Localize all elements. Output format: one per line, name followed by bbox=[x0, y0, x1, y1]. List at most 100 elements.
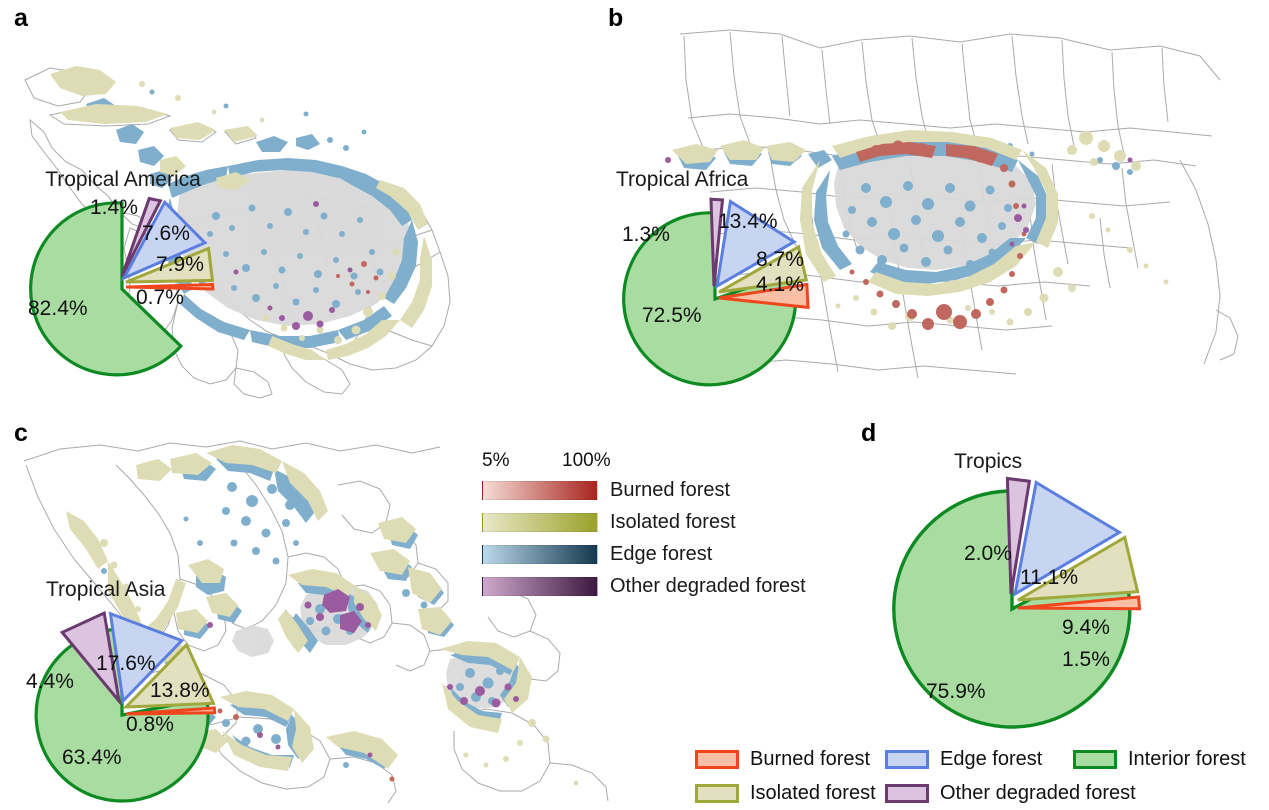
map-tropical-africa bbox=[660, 20, 1250, 400]
legend-item-isolated-forest: Isolated forest bbox=[695, 776, 885, 810]
gradient-label-isolated-forest: Isolated forest bbox=[610, 510, 736, 533]
map-isolated-forest-pixels bbox=[50, 66, 432, 360]
pie-slice-burned-forest bbox=[125, 282, 215, 291]
pie-chart-tropical-africa: Tropical Africa 13.4% 8.7% 4.1% 1.3% 72.… bbox=[608, 168, 826, 387]
pie-label-isolated-forest: 13.8% bbox=[150, 679, 210, 702]
gradient-max-label: 100% bbox=[562, 450, 611, 471]
pie-slice-burned-forest bbox=[125, 706, 217, 716]
map-isolated-forest-pixels bbox=[672, 130, 1169, 330]
pie-title-tropical-asia: Tropical Asia bbox=[46, 578, 166, 601]
pie-slices-tropical-asia bbox=[34, 610, 217, 803]
gradient-legend-item-burned-forest: Burned forest bbox=[482, 474, 822, 506]
pie-slice-isolated-forest bbox=[718, 244, 809, 294]
pie-slice-other-degraded-forest bbox=[120, 196, 163, 277]
legend-label-isolated-forest: Isolated forest bbox=[750, 781, 876, 804]
pie-slices-tropics bbox=[892, 476, 1142, 729]
legend-item-interior-forest: Interior forest bbox=[1073, 742, 1263, 776]
pie-label-edge-forest: 17.6% bbox=[96, 652, 156, 675]
pie-label-isolated-forest: 7.9% bbox=[156, 253, 204, 276]
gradient-scale-labels: 5% 100% bbox=[482, 450, 822, 474]
gradient-legend-item-edge-forest: Edge forest bbox=[482, 538, 822, 570]
legend-item-other-degraded-forest: Other degraded forest bbox=[885, 776, 1215, 810]
pie-slice-edge-forest bbox=[108, 611, 185, 705]
map-burned-forest-pixels bbox=[336, 261, 379, 294]
gradient-legend-item-isolated-forest: Isolated forest bbox=[482, 506, 822, 538]
gradient-bar-isolated-forest bbox=[482, 512, 598, 532]
map-other-degraded-pixels bbox=[233, 201, 353, 330]
pie-label-other-degraded-forest: 1.3% bbox=[622, 223, 670, 246]
pie-label-interior-forest: 63.4% bbox=[62, 746, 122, 769]
pie-slice-isolated-forest bbox=[1017, 535, 1140, 602]
panel-label-a: a bbox=[14, 4, 28, 32]
pie-label-other-degraded-forest: 4.4% bbox=[26, 670, 74, 693]
pie-slice-interior-forest bbox=[29, 201, 184, 377]
pie-label-interior-forest: 75.9% bbox=[926, 680, 986, 703]
gradient-bar-other-degraded-forest bbox=[482, 576, 598, 596]
pie-title-tropics: Tropics bbox=[954, 450, 1023, 473]
pie-label-interior-forest: 82.4% bbox=[28, 297, 88, 320]
pie-slice-isolated-forest bbox=[125, 246, 215, 284]
legend-item-burned-forest: Burned forest bbox=[695, 742, 885, 776]
pie-label-edge-forest: 13.4% bbox=[718, 210, 778, 233]
pie-slice-edge-forest bbox=[120, 199, 208, 282]
map-tropical-africa-svg bbox=[665, 29, 1239, 379]
pie-label-isolated-forest: 9.4% bbox=[1062, 616, 1110, 639]
panel-label-c: c bbox=[14, 419, 28, 447]
pie-label-burned-forest: 0.7% bbox=[136, 286, 184, 309]
legend-swatch-edge-forest bbox=[885, 749, 929, 769]
legend-label-burned-forest: Burned forest bbox=[750, 747, 871, 770]
pie-slice-burned-forest bbox=[718, 282, 810, 310]
map-isolated-forest-pixels bbox=[66, 445, 579, 786]
legend-label-other-degraded-forest: Other degraded forest bbox=[940, 781, 1136, 804]
pie-slice-other-degraded-forest bbox=[709, 197, 725, 287]
legend-label-interior-forest: Interior forest bbox=[1128, 747, 1246, 770]
gradient-legend-item-other-degraded-forest: Other degraded forest bbox=[482, 570, 822, 602]
gradient-legend: 5% 100% Burned forest Isolated forest Ed… bbox=[482, 450, 822, 602]
pie-slices-tropical-america bbox=[29, 196, 215, 377]
pie-slice-edge-forest bbox=[1012, 480, 1123, 597]
pie-slice-burned-forest bbox=[1017, 595, 1142, 611]
gradient-label-edge-forest: Edge forest bbox=[610, 542, 713, 565]
pie-chart-tropical-asia: Tropical Asia 17.6% 13.8% 0.8% 4.4% 63.4… bbox=[10, 578, 240, 803]
gradient-label-burned-forest: Burned forest bbox=[610, 478, 731, 501]
pie-slice-interior-forest bbox=[892, 489, 1132, 729]
legend-item-edge-forest: Edge forest bbox=[885, 742, 1073, 776]
pie-label-edge-forest: 7.6% bbox=[142, 222, 190, 245]
pie-label-burned-forest: 1.5% bbox=[1062, 648, 1110, 671]
pie-label-other-degraded-forest: 2.0% bbox=[964, 542, 1012, 565]
panel-label-d: d bbox=[861, 419, 876, 447]
legend-swatch-other-degraded-forest bbox=[885, 783, 929, 803]
pie-label-other-degraded-forest: 1.4% bbox=[90, 196, 138, 219]
map-tropical-asia-svg bbox=[23, 440, 609, 803]
category-legend: Burned forest Edge forest Interior fores… bbox=[695, 742, 1267, 810]
pie-label-interior-forest: 72.5% bbox=[642, 304, 702, 327]
map-tropical-asia bbox=[20, 425, 660, 803]
gradient-min-label: 5% bbox=[482, 450, 510, 471]
pie-chart-tropics: Tropics 11.1% 9.4% 1.5% 2.0% 75.9% bbox=[868, 450, 1168, 740]
gradient-bar-edge-forest bbox=[482, 544, 598, 564]
pie-label-edge-forest: 11.1% bbox=[1020, 566, 1078, 589]
map-burned-forest-pixels bbox=[849, 140, 1027, 330]
pie-slice-other-degraded-forest bbox=[1005, 476, 1032, 595]
pie-slice-isolated-forest bbox=[122, 642, 216, 709]
pie-slice-edge-forest bbox=[715, 199, 798, 289]
map-tropical-america bbox=[20, 20, 590, 400]
panel-label-b: b bbox=[608, 4, 623, 32]
pie-slice-interior-forest bbox=[34, 627, 210, 803]
legend-swatch-burned-forest bbox=[695, 749, 739, 769]
legend-swatch-interior-forest bbox=[1073, 749, 1117, 769]
pie-label-burned-forest: 4.1% bbox=[756, 273, 804, 296]
pie-label-burned-forest: 0.8% bbox=[126, 713, 174, 736]
map-other-degraded-pixels bbox=[185, 589, 519, 758]
legend-swatch-isolated-forest bbox=[695, 783, 739, 803]
map-other-degraded-pixels bbox=[665, 157, 1133, 247]
pie-slice-other-degraded-forest bbox=[59, 610, 122, 707]
pie-chart-tropical-america: Tropical America 1.4% 7.6% 7.9% 0.7% 82.… bbox=[18, 168, 228, 386]
map-burned-forest-pixels bbox=[217, 708, 395, 782]
map-tropical-america-svg bbox=[24, 66, 451, 399]
pie-title-tropical-africa: Tropical Africa bbox=[616, 168, 749, 191]
gradient-label-other-degraded-forest: Other degraded forest bbox=[610, 574, 806, 597]
pie-title-tropical-america: Tropical America bbox=[45, 168, 201, 191]
gradient-bar-burned-forest bbox=[482, 480, 598, 500]
pie-slice-interior-forest bbox=[622, 211, 798, 387]
